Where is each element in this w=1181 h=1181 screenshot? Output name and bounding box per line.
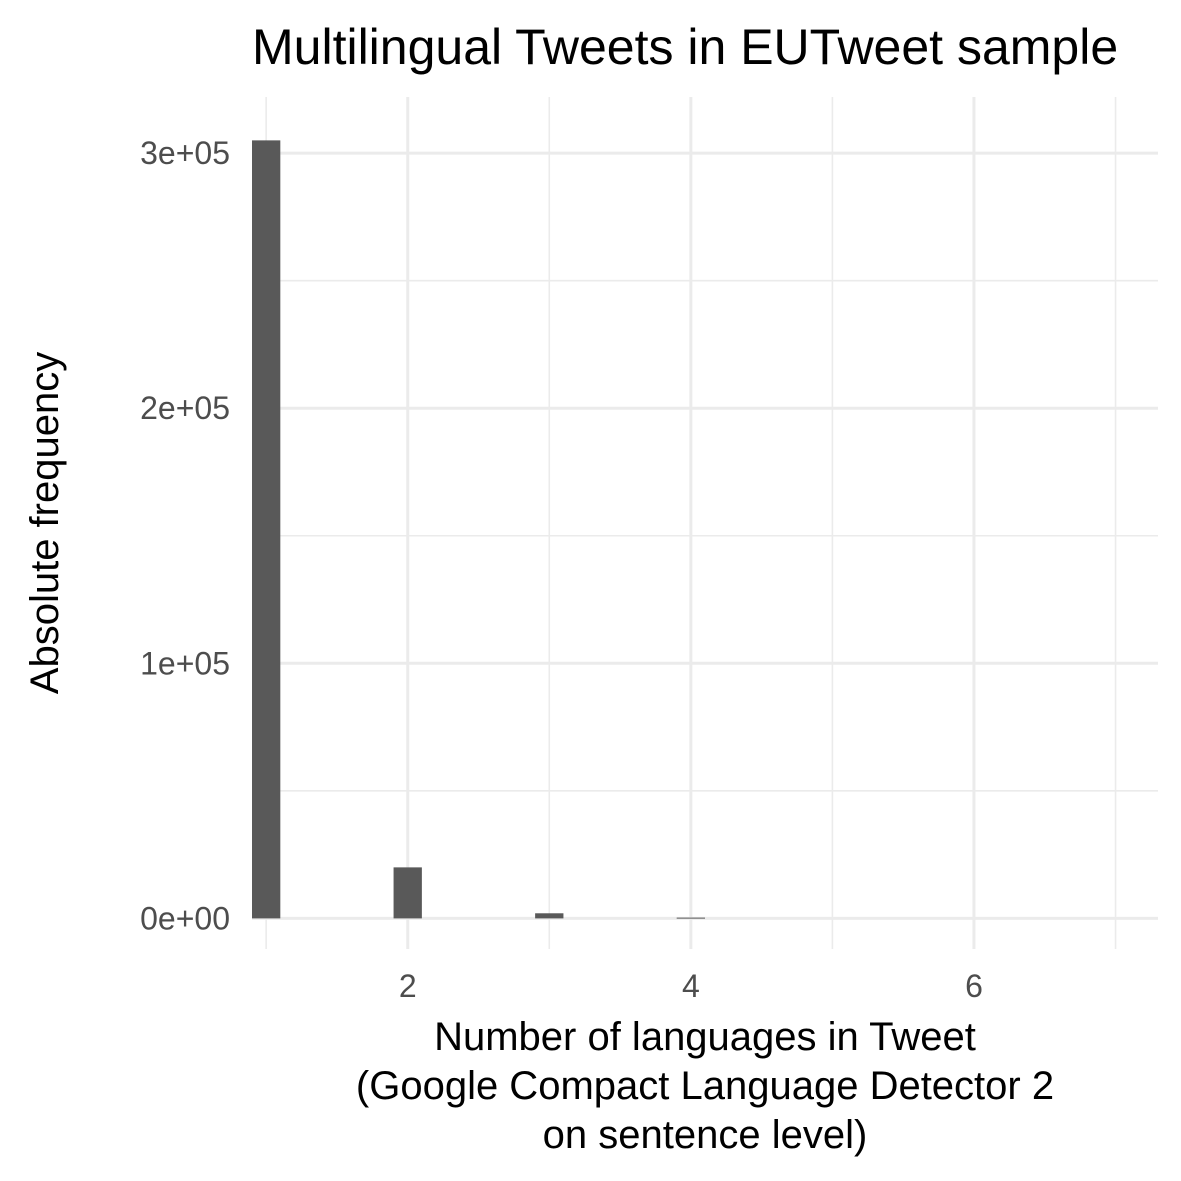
x-tick-label: 4 [682, 968, 700, 1004]
y-tick-label: 3e+05 [140, 135, 230, 171]
x-tick-label: 2 [399, 968, 417, 1004]
x-tick-label: 6 [965, 968, 983, 1004]
grid [252, 97, 1158, 949]
x-axis-title-line-1: Number of languages in Tweet [434, 1015, 976, 1059]
bar-2 [393, 867, 422, 919]
x-axis-title-line-2: (Google Compact Language Detector 2 [356, 1064, 1054, 1108]
bar-1 [252, 140, 281, 919]
y-tick-label: 1e+05 [140, 645, 230, 681]
x-tick-labels: 2 4 6 [399, 968, 983, 1004]
chart-title: Multilingual Tweets in EUTweet sample [252, 19, 1118, 75]
y-tick-labels: 0e+00 1e+05 2e+05 3e+05 [140, 135, 230, 936]
bars [252, 140, 705, 919]
bar-3 [535, 913, 564, 919]
x-axis-title-line-3: on sentence level) [543, 1113, 868, 1157]
y-axis-title: Absolute frequency [23, 352, 67, 694]
y-tick-label: 0e+00 [140, 900, 230, 936]
bar-4 [676, 917, 705, 919]
y-tick-label: 2e+05 [140, 390, 230, 426]
